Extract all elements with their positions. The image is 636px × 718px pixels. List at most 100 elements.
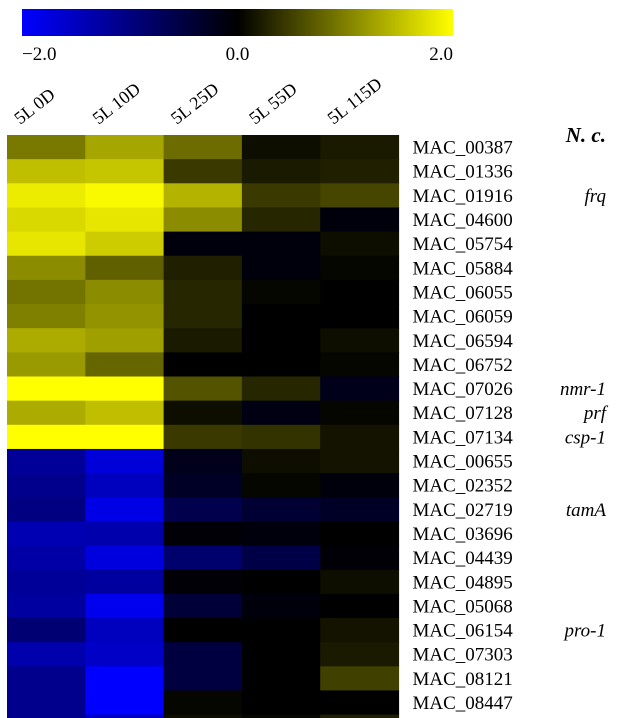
heatmap-cell [163,400,243,426]
nc-ortholog-label: prf [582,403,609,424]
heatmap-cell [241,690,321,716]
heatmap-cell [7,328,86,353]
heatmap-cell [7,255,86,281]
heatmap-cell [163,231,243,257]
column-label: 5L 10D [89,79,145,129]
heatmap-cell [85,690,165,716]
heatmap-cell [241,376,321,402]
heatmap-cell [241,545,321,571]
heatmap-cell [320,642,400,667]
gene-label: MAC_08121 [413,669,513,690]
gene-label: MAC_02352 [413,476,513,497]
heatmap-cell [85,521,165,547]
nc-ortholog-label: tamA [566,500,607,521]
heatmap-cell [241,279,321,305]
heatmap-cell [163,328,243,353]
heatmap-cell [320,690,400,716]
column-label: 5L 55D [245,79,301,129]
heatmap-cell [7,593,86,619]
gene-label: MAC_08447 [413,693,513,714]
column-label: 5L 0D [10,84,58,128]
heatmap-cell [241,473,321,498]
heatmap-cell [320,569,400,595]
colorbar-tick-label: −2.0 [22,44,56,65]
colorbar [22,9,453,36]
heatmap-cell [85,304,165,329]
colorbar-tick-label: 2.0 [429,44,453,65]
heatmap-cell [85,255,165,281]
heatmap-cell [85,642,165,667]
heatmap-cell [7,279,86,305]
heatmap-cell [85,497,165,522]
gene-label: MAC_04439 [413,548,513,569]
nc-ortholog-label: nmr-1 [560,379,606,400]
gene-label: MAC_06594 [413,331,514,352]
heatmap-cell [241,135,321,160]
heatmap-cell [320,279,400,305]
heatmap-cell [320,400,400,426]
heatmap-cell [7,183,86,209]
nc-ortholog-labels: frq nmr-1 prf csp-1 tamA pro-1 [560,186,609,642]
heatmap-cell [241,231,321,257]
heatmap-cell [7,304,86,329]
heatmap-cell [163,159,243,184]
heatmap-cell [7,207,86,233]
heatmap-cell [163,352,243,378]
heatmap-cell [7,135,86,160]
heatmap-cell [85,376,165,402]
heatmap-cell [85,714,165,718]
heatmap-cell [320,424,400,450]
heatmap-cell [85,135,165,160]
gene-label: MAC_06752 [413,355,513,376]
heatmap-cell [241,183,321,209]
heatmap-cell [241,424,321,450]
heatmap-cell [7,714,86,718]
heatmap-cell [85,400,165,426]
heatmap-cell [163,135,243,160]
gene-label: MAC_05884 [413,258,514,279]
heatmap-cell [85,279,165,305]
heatmap-cell [85,352,165,378]
heatmap-cell [85,183,165,209]
nc-ortholog-label: pro-1 [562,621,606,642]
heatmap-cell [241,159,321,184]
heatmap-cell [163,666,243,692]
heatmap-cell [320,618,400,643]
heatmap-cell [85,231,165,257]
heatmap-cell [85,545,165,571]
gene-label: MAC_04895 [413,572,513,593]
heatmap-cell [320,593,400,619]
gene-labels: MAC_00387 MAC_01336 MAC_01916 MAC_04600 MAC_… [413,138,514,718]
gene-label: MAC_06055 [413,282,513,303]
heatmap-cell [320,666,400,692]
heatmap-cell [241,666,321,692]
column-label: 5L 115D [323,73,385,128]
colorbar-tick-label: 0.0 [226,44,250,65]
heatmap-cell [7,690,86,716]
heatmap-cell [7,376,86,402]
heatmap-cell [320,521,400,547]
heatmap-cell [320,135,400,160]
heatmap-cell [320,231,400,257]
heatmap-cell [163,642,243,667]
heatmap-cell [7,473,86,498]
heatmap-cell [163,255,243,281]
heatmap-cell [163,569,243,595]
heatmap-cell [163,545,243,571]
heatmap-cell [241,642,321,667]
heatmap-cell [241,448,321,474]
heatmap-cell [241,497,321,522]
heatmap-cell [241,521,321,547]
heatmap-cell [163,183,243,209]
heatmap-cell [241,255,321,281]
heatmap-cell [241,714,321,718]
heatmap-cell [163,279,243,305]
heatmap-cell [163,207,243,233]
gene-label: MAC_07303 [413,645,513,666]
gene-label: MAC_07128 [413,403,513,424]
heatmap-cell [85,569,165,595]
heatmap-cell [85,593,165,619]
heatmap-cell [241,400,321,426]
heatmap-cell [163,618,243,643]
